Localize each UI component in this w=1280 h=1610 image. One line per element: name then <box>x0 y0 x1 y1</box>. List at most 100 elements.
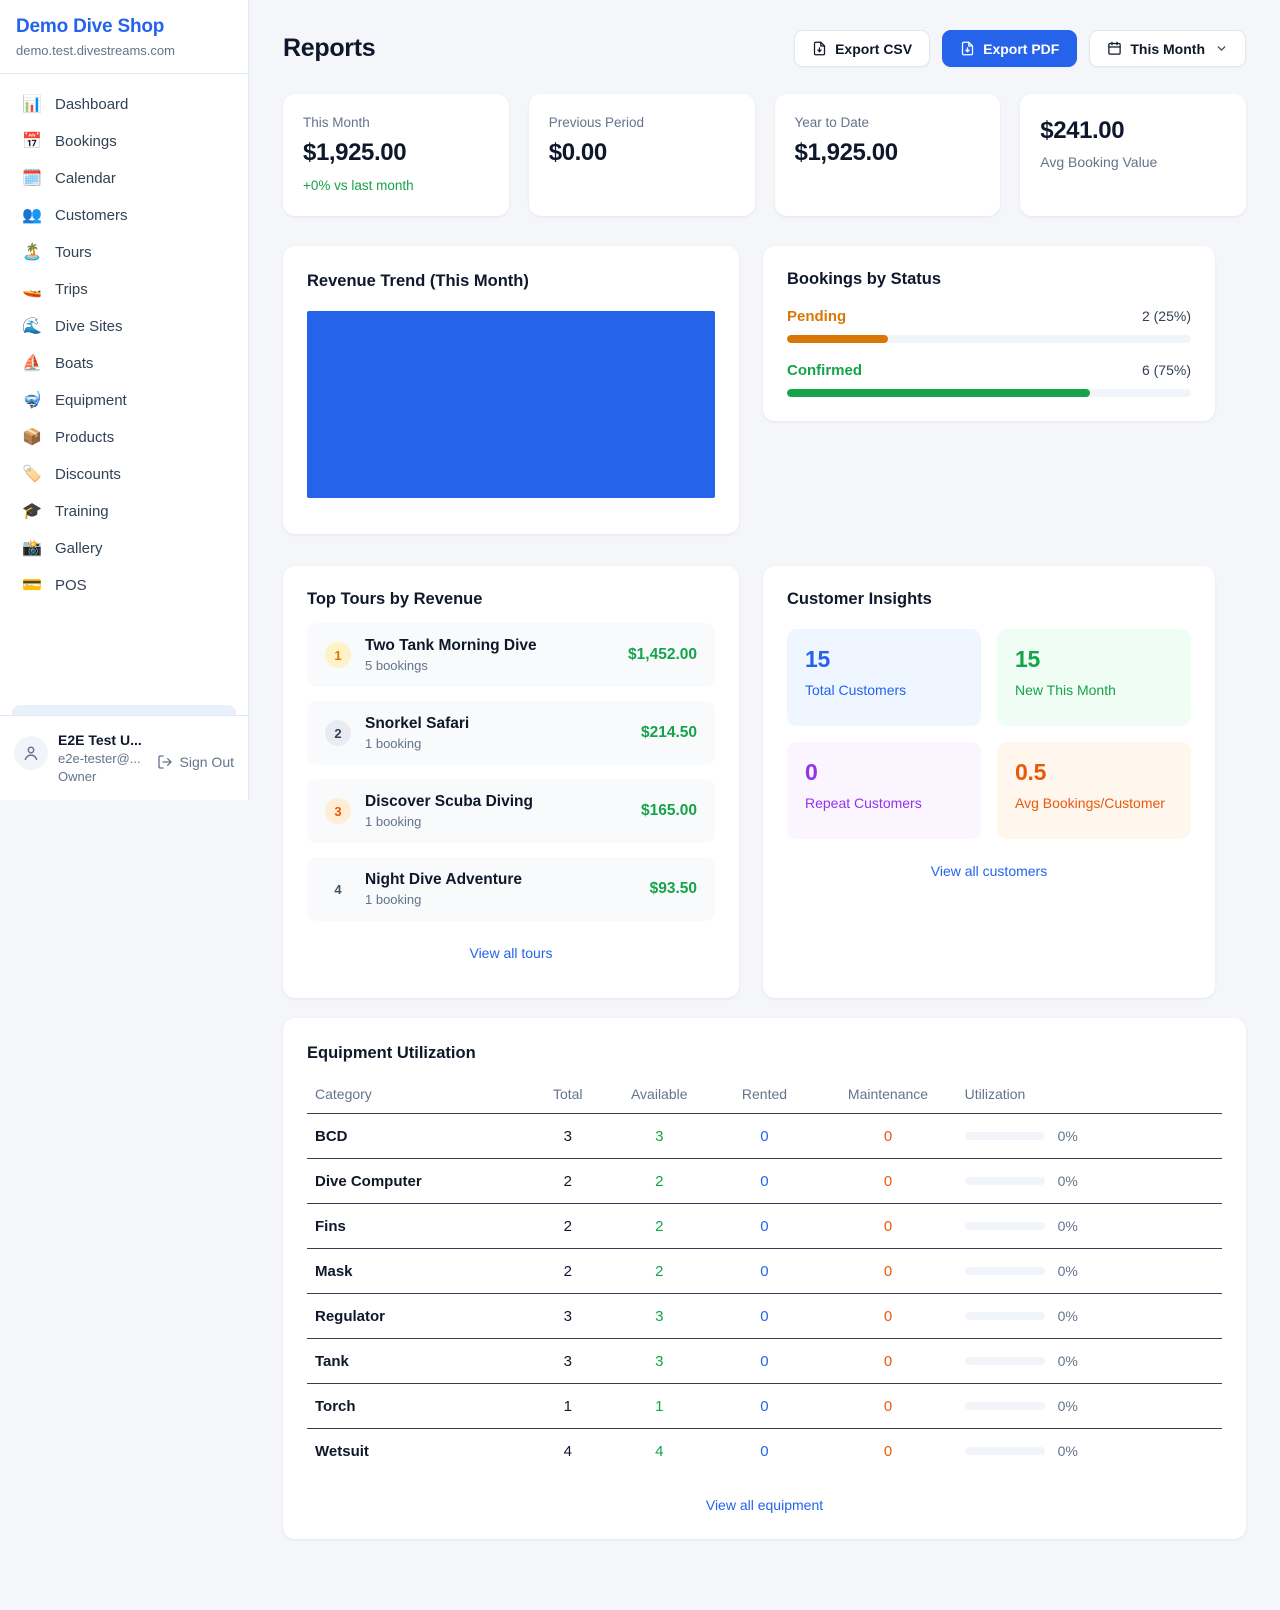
export-csv-button[interactable]: Export CSV <box>794 30 931 67</box>
tour-bookings: 1 booking <box>365 814 422 829</box>
sidebar-item-discounts[interactable]: 🏷️ Discounts <box>12 456 236 493</box>
sidebar-item-dashboard[interactable]: 📊 Dashboard <box>12 86 236 123</box>
cell-rented: 0 <box>709 1113 820 1159</box>
sidebar-item-trips[interactable]: 🚤 Trips <box>12 271 236 308</box>
cell-utilization: 0% <box>1057 1263 1078 1279</box>
export-pdf-label: Export PDF <box>983 40 1060 57</box>
sidebar-item-label: Dashboard <box>55 96 129 113</box>
view-all-customers-link[interactable]: View all customers <box>930 863 1048 879</box>
stat-value: $241.00 <box>1040 117 1125 144</box>
table-row: Fins 2 2 0 0 0% <box>307 1203 1222 1249</box>
cell-total: 3 <box>526 1113 609 1159</box>
view-all-tours-link[interactable]: View all tours <box>469 945 553 961</box>
sidebar-item-products[interactable]: 📦 Products <box>12 419 236 456</box>
bookings-icon: 📅 <box>22 132 42 150</box>
user-avatar-icon <box>24 746 38 761</box>
col-header-rented: Rented <box>709 1075 820 1114</box>
table-row: Regulator 3 3 0 0 0% <box>307 1293 1222 1339</box>
sidebar-item-training[interactable]: 🎓 Training <box>12 493 236 530</box>
sign-out-button[interactable]: Sign Out <box>157 754 234 770</box>
insights-row: Top Tours by Revenue 1 Two Tank Morning … <box>283 566 1246 998</box>
table-header-row: Category Total Available Rented Maintena… <box>307 1075 1222 1114</box>
customer-insights-title: Customer Insights <box>787 590 932 608</box>
col-header-maintenance: Maintenance <box>819 1075 957 1114</box>
status-progress-fill <box>787 389 1090 397</box>
calendar-icon <box>1108 41 1122 55</box>
bookings-by-status-card: Bookings by Status Pending 2 (25%) Confi… <box>763 246 1215 421</box>
sidebar-item-customers[interactable]: 👥 Customers <box>12 197 236 234</box>
equipment-utilization-card: Equipment Utilization Category Total Ava… <box>283 1018 1246 1539</box>
sidebar-item-label: Boats <box>55 355 94 372</box>
tour-name: Night Dive Adventure <box>365 871 523 888</box>
table-row: Mask 2 2 0 0 0% <box>307 1248 1222 1294</box>
sidebar-item-dive-sites[interactable]: 🌊 Dive Sites <box>12 308 236 345</box>
sidebar-nav: 📊 Dashboard 📅 Bookings 🗓️ Calendar 👥 Custome… <box>0 74 248 705</box>
cell-maintenance: 0 <box>819 1113 957 1159</box>
export-pdf-button[interactable]: Export PDF <box>942 30 1078 67</box>
tour-row: 2 Snorkel Safari 1 booking $214.50 <box>307 701 715 765</box>
cell-rented: 0 <box>709 1203 820 1249</box>
period-label: This Month <box>1130 40 1205 57</box>
pos-icon: 💳 <box>22 576 42 594</box>
utilization-bar <box>964 1267 1045 1275</box>
stat-card-this-month: This Month $1,925.00 +0% vs last month <box>283 94 509 216</box>
sidebar-item-pos[interactable]: 💳 POS <box>12 567 236 604</box>
status-label: Pending <box>787 308 847 325</box>
cell-rented: 0 <box>709 1383 820 1429</box>
insight-value: 0.5 <box>1015 759 1047 785</box>
stat-label: Year to Date <box>794 115 870 130</box>
cell-utilization: 0% <box>1057 1353 1078 1369</box>
insights-grid: 15 Total Customers 15 New This Month 0 R… <box>787 629 1191 839</box>
rank-badge: 1 <box>325 642 351 668</box>
tour-bookings: 1 booking <box>365 736 422 751</box>
sidebar-item-bookings[interactable]: 📅 Bookings <box>12 123 236 160</box>
utilization-bar <box>964 1357 1045 1365</box>
utilization-bar <box>964 1132 1045 1140</box>
sidebar-active-item-partial[interactable] <box>12 705 236 715</box>
sidebar-item-label: Equipment <box>55 392 127 409</box>
period-dropdown[interactable]: This Month <box>1089 30 1246 67</box>
trips-icon: 🚤 <box>22 280 42 298</box>
sidebar-item-label: Trips <box>55 281 88 298</box>
cell-available: 3 <box>608 1113 710 1159</box>
tour-revenue: $1,452.00 <box>628 646 697 663</box>
cell-maintenance: 0 <box>819 1248 957 1294</box>
insight-tile-repeat-customers: 0 Repeat Customers <box>787 742 981 839</box>
col-header-utilization: Utilization <box>956 1075 1222 1114</box>
cell-total: 2 <box>526 1203 609 1249</box>
cell-maintenance: 0 <box>819 1383 957 1429</box>
header-actions: Export CSV Export PDF This Month <box>794 30 1246 67</box>
tour-revenue: $165.00 <box>640 802 697 819</box>
customers-icon: 👥 <box>22 206 42 224</box>
cell-maintenance: 0 <box>819 1293 957 1339</box>
cell-available: 1 <box>608 1383 710 1429</box>
cell-category: Regulator <box>307 1293 527 1339</box>
status-progress-track <box>787 389 1191 397</box>
insight-tile-new-this-month: 15 New This Month <box>997 629 1191 726</box>
view-all-equipment-link[interactable]: View all equipment <box>705 1497 824 1513</box>
utilization-bar <box>964 1447 1045 1455</box>
cell-maintenance: 0 <box>819 1158 957 1204</box>
status-row-pending: Pending 2 (25%) <box>787 308 1191 343</box>
training-icon: 🎓 <box>22 502 42 520</box>
user-panel: E2E Test U... e2e-tester@... Owner Sign … <box>0 715 248 800</box>
utilization-bar <box>964 1222 1045 1230</box>
stat-label: This Month <box>303 115 370 130</box>
file-download-icon <box>961 41 974 56</box>
tour-revenue: $93.50 <box>649 880 697 897</box>
sidebar-item-calendar[interactable]: 🗓️ Calendar <box>12 160 236 197</box>
utilization-bar <box>964 1312 1045 1320</box>
sidebar-item-equipment[interactable]: 🤿 Equipment <box>12 382 236 419</box>
insight-label: Repeat Customers <box>805 795 922 811</box>
sidebar-item-gallery[interactable]: 📸 Gallery <box>12 530 236 567</box>
sidebar-item-tours[interactable]: 🏝️ Tours <box>12 234 236 271</box>
insight-value: 15 <box>805 646 830 672</box>
cell-total: 1 <box>526 1383 609 1429</box>
cell-total: 3 <box>526 1293 609 1339</box>
sidebar-item-boats[interactable]: ⛵ Boats <box>12 345 236 382</box>
dive-sites-icon: 🌊 <box>22 317 42 335</box>
table-row: Dive Computer 2 2 0 0 0% <box>307 1158 1222 1204</box>
cell-category: Torch <box>307 1383 527 1429</box>
stat-label: Avg Booking Value <box>1040 154 1158 170</box>
brand-domain: demo.test.divestreams.com <box>16 43 175 58</box>
